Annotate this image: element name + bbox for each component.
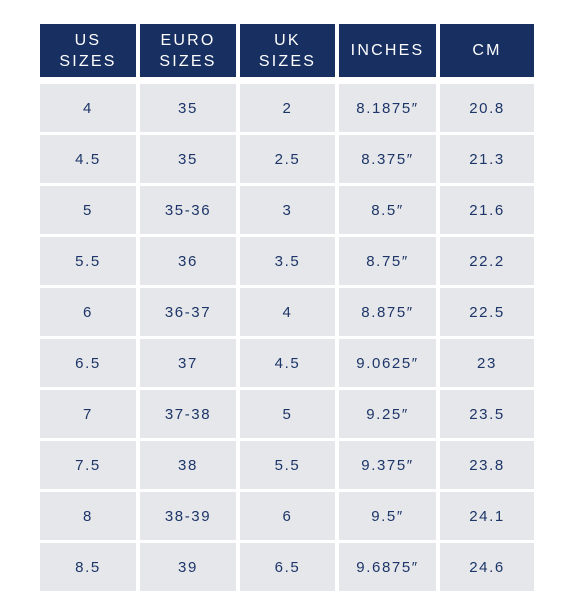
cell-inches: 8.875″ (339, 288, 436, 336)
cell-inches: 9.0625″ (339, 339, 436, 387)
cell-inches: 9.6875″ (339, 543, 436, 591)
cell-cm: 24.6 (440, 543, 534, 591)
cell-us-size: 5.5 (40, 237, 136, 285)
cell-euro-size: 37-38 (140, 390, 236, 438)
cell-us-size: 6 (40, 288, 136, 336)
cell-uk-size: 3.5 (240, 237, 335, 285)
size-chart-table: US SIZES EURO SIZES UK SIZES INCHES CM 4… (40, 19, 534, 594)
header-inches: INCHES (339, 24, 436, 77)
cell-euro-size: 39 (140, 543, 236, 591)
cell-inches: 8.75″ (339, 237, 436, 285)
cell-inches: 9.25″ (339, 390, 436, 438)
cell-us-size: 8 (40, 492, 136, 540)
cell-cm: 23.5 (440, 390, 534, 438)
cell-inches: 9.5″ (339, 492, 436, 540)
cell-us-size: 7 (40, 390, 136, 438)
header-uk-sizes: UK SIZES (240, 24, 335, 77)
cell-us-size: 4 (40, 84, 136, 132)
cell-euro-size: 38 (140, 441, 236, 489)
cell-uk-size: 5.5 (240, 441, 335, 489)
cell-cm: 23.8 (440, 441, 534, 489)
cell-euro-size: 35 (140, 84, 236, 132)
cell-us-size: 6.5 (40, 339, 136, 387)
cell-inches: 8.375″ (339, 135, 436, 183)
header-us-sizes: US SIZES (40, 24, 136, 77)
cell-cm: 22.2 (440, 237, 534, 285)
cell-euro-size: 35-36 (140, 186, 236, 234)
header-euro-sizes: EURO SIZES (140, 24, 236, 77)
cell-uk-size: 2.5 (240, 135, 335, 183)
cell-cm: 21.3 (440, 135, 534, 183)
cell-euro-size: 35 (140, 135, 236, 183)
cell-uk-size: 3 (240, 186, 335, 234)
cell-euro-size: 36-37 (140, 288, 236, 336)
cell-uk-size: 5 (240, 390, 335, 438)
cell-cm: 24.1 (440, 492, 534, 540)
cell-us-size: 4.5 (40, 135, 136, 183)
cell-uk-size: 6.5 (240, 543, 335, 591)
cell-inches: 9.375″ (339, 441, 436, 489)
cell-uk-size: 4.5 (240, 339, 335, 387)
cell-inches: 8.1875″ (339, 84, 436, 132)
cell-us-size: 7.5 (40, 441, 136, 489)
cell-cm: 21.6 (440, 186, 534, 234)
cell-us-size: 8.5 (40, 543, 136, 591)
cell-cm: 23 (440, 339, 534, 387)
cell-cm: 22.5 (440, 288, 534, 336)
cell-cm: 20.8 (440, 84, 534, 132)
cell-inches: 8.5″ (339, 186, 436, 234)
cell-euro-size: 37 (140, 339, 236, 387)
header-cm: CM (440, 24, 534, 77)
cell-uk-size: 2 (240, 84, 335, 132)
cell-euro-size: 36 (140, 237, 236, 285)
cell-uk-size: 4 (240, 288, 335, 336)
cell-uk-size: 6 (240, 492, 335, 540)
cell-euro-size: 38-39 (140, 492, 236, 540)
cell-us-size: 5 (40, 186, 136, 234)
